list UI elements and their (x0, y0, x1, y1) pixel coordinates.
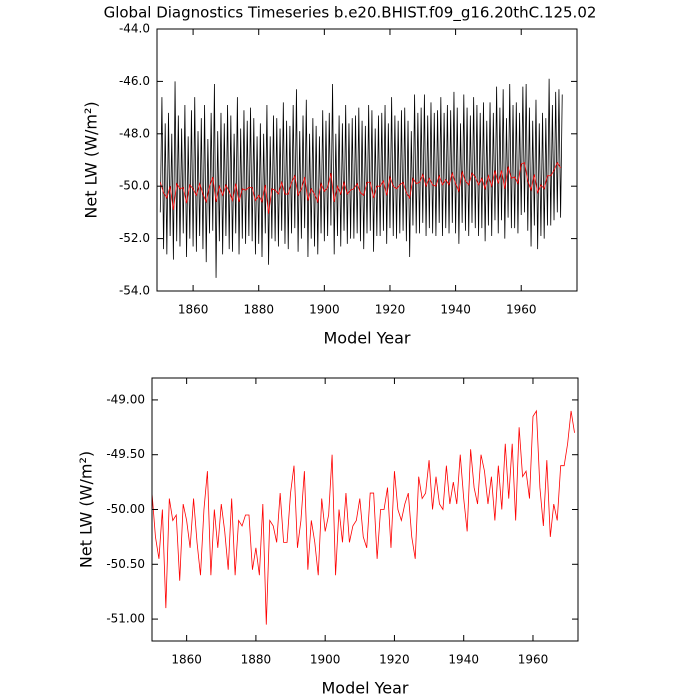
y-tick-label: -54.0 (119, 284, 150, 298)
x-tick-label: 1880 (243, 303, 274, 317)
data-line (151, 409, 575, 625)
y-tick-label: -51.00 (106, 612, 145, 626)
chart-title: Global Diagnostics Timeseries b.e20.BHIS… (104, 4, 597, 23)
x-tick-label: 1860 (171, 653, 202, 667)
y-tick-label: -48.0 (119, 126, 150, 140)
x-tick-label: 1960 (506, 303, 537, 317)
y-tick-label: -50.0 (119, 179, 150, 193)
plot-frame (151, 377, 579, 642)
x-tick-label: 1940 (448, 653, 479, 667)
y-tick-label: -44.0 (119, 22, 150, 36)
x-tick-label: 1920 (375, 303, 406, 317)
x-tick-label: 1880 (241, 653, 272, 667)
y-axis-label: Net LW (W/m²) (77, 451, 96, 568)
data-line (159, 78, 563, 278)
data-line (159, 161, 561, 214)
x-tick-label: 1940 (440, 303, 471, 317)
x-tick-label: 1920 (379, 653, 410, 667)
y-tick-label: -46.0 (119, 74, 150, 88)
x-axis-label: Model Year (322, 679, 409, 698)
x-tick-label: 1860 (178, 303, 209, 317)
x-tick-label: 1960 (518, 653, 549, 667)
y-tick-label: -49.00 (106, 392, 145, 406)
y-tick-label: -52.0 (119, 231, 150, 245)
x-axis-label: Model Year (324, 329, 411, 348)
y-tick-label: -49.50 (106, 447, 145, 461)
y-axis-label: Net LW (W/m²) (82, 101, 101, 218)
y-tick-label: -50.50 (106, 557, 145, 571)
y-tick-label: -50.00 (106, 502, 145, 516)
x-tick-label: 1900 (309, 303, 340, 317)
x-tick-label: 1900 (310, 653, 341, 667)
plot-frame (156, 28, 578, 292)
